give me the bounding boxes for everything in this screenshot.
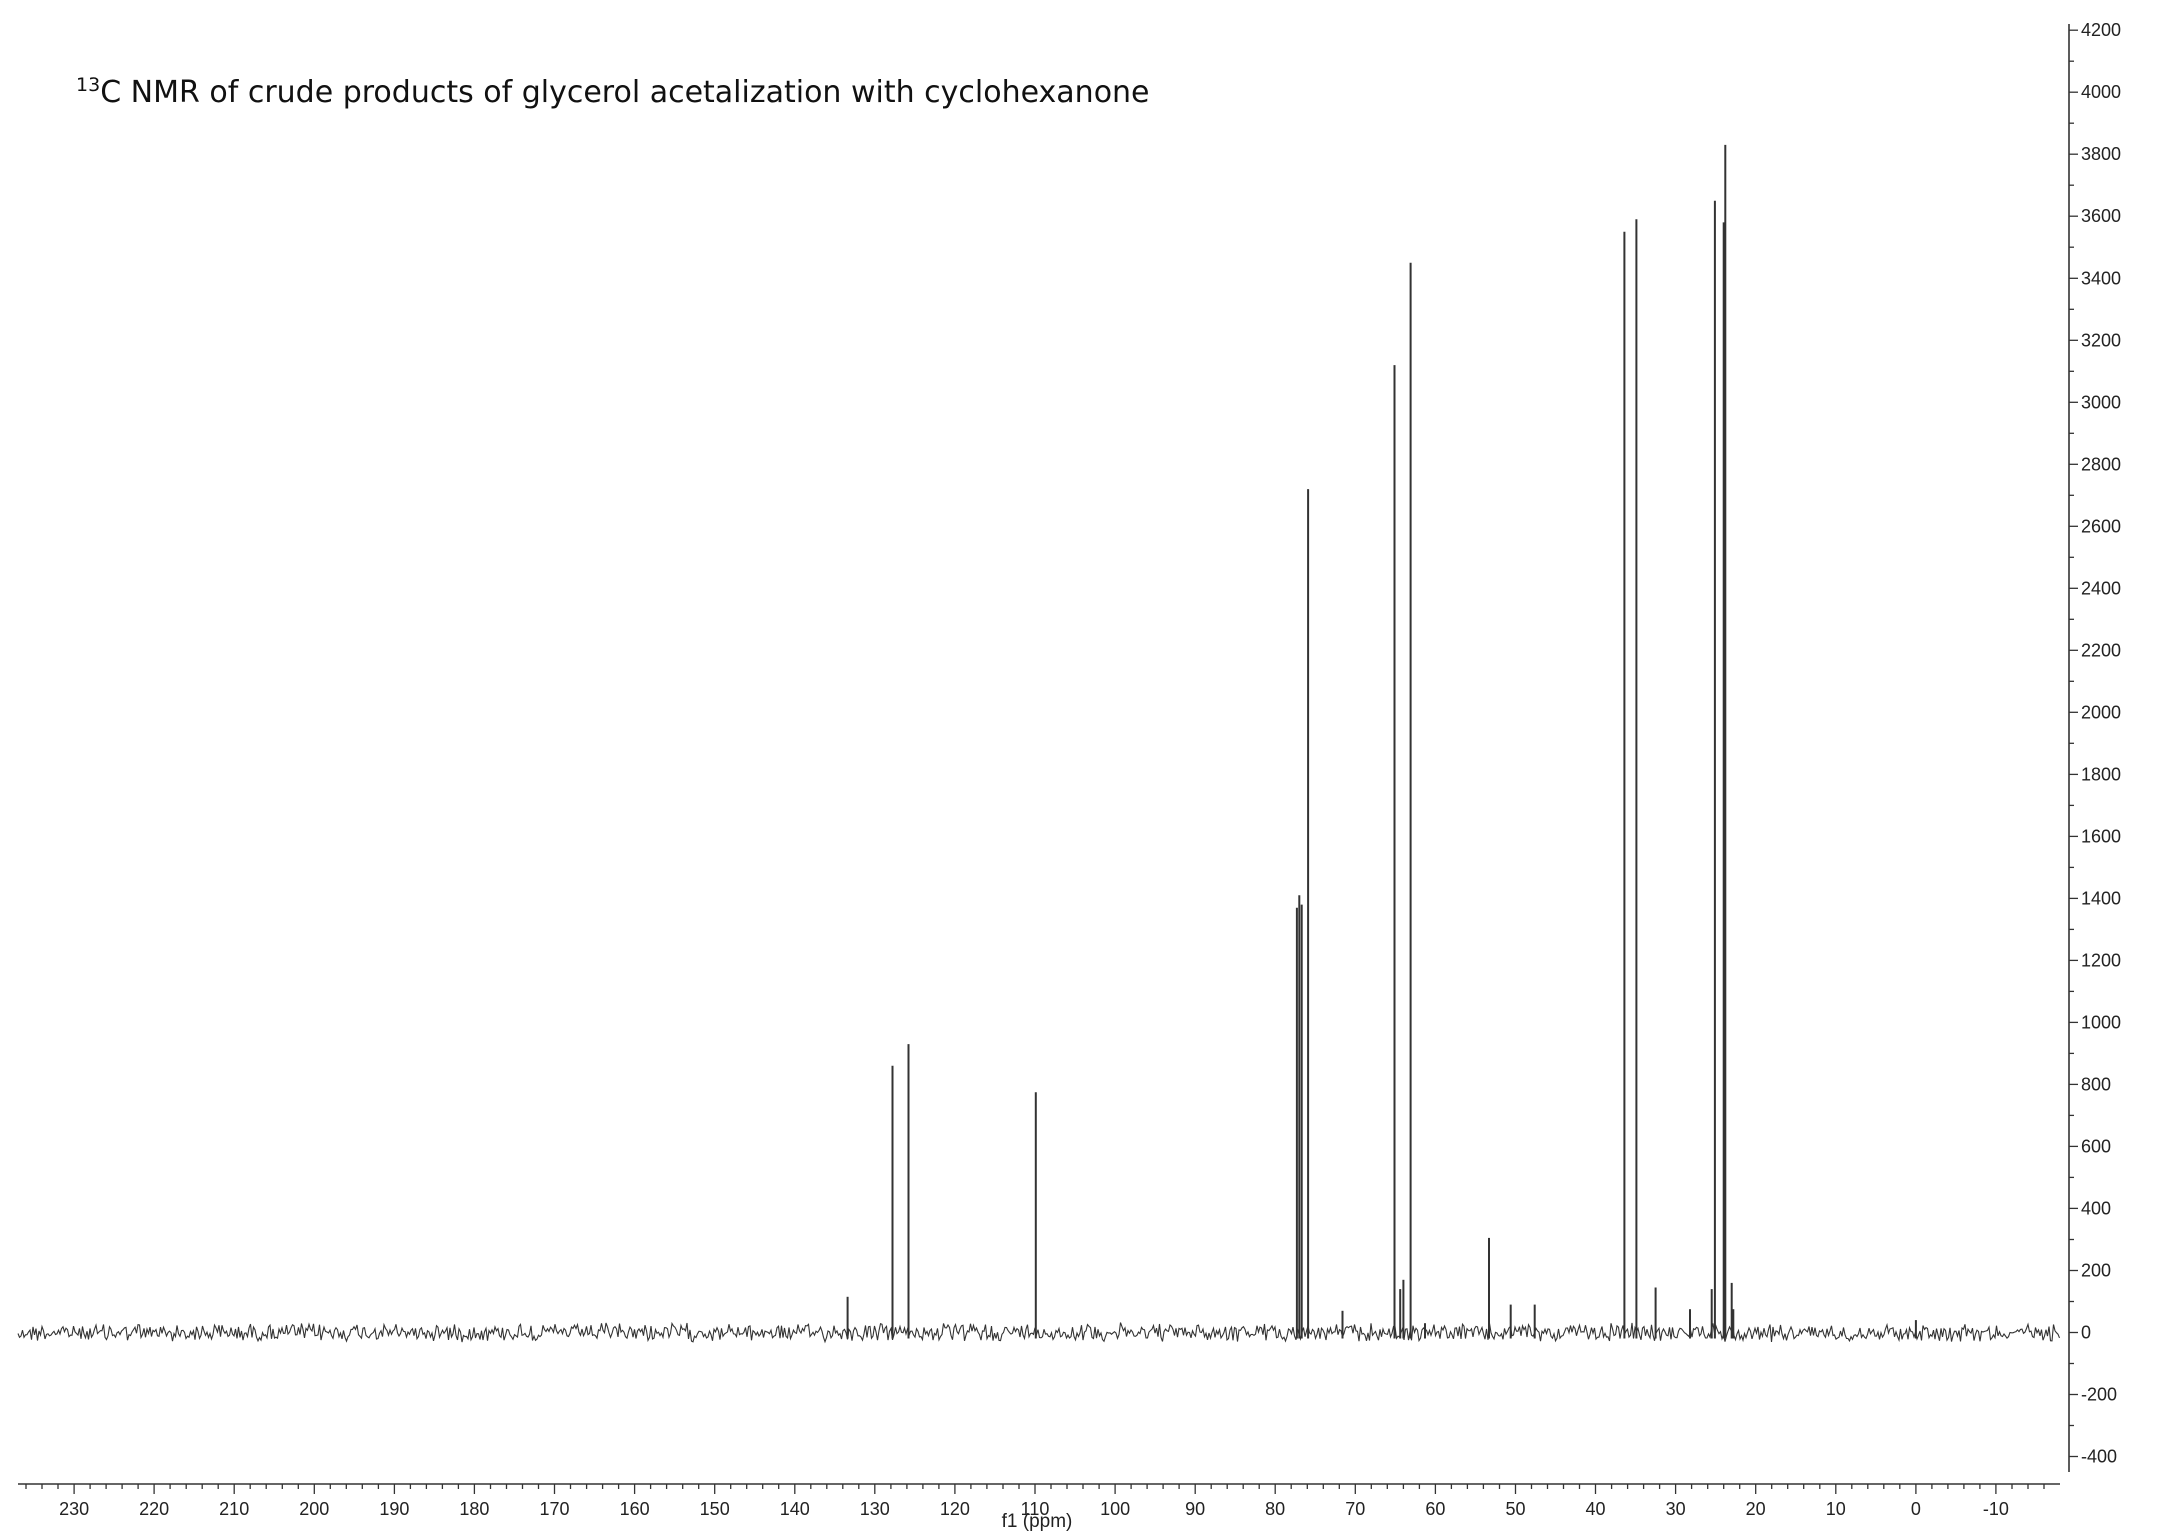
y-tick-label: 1000 [2081, 1012, 2121, 1032]
y-tick-label: -400 [2081, 1447, 2117, 1467]
y-tick-label: 3600 [2081, 206, 2121, 226]
y-tick-label: 1400 [2081, 888, 2121, 908]
x-tick-label: 180 [459, 1499, 489, 1519]
y-tick-label: -200 [2081, 1385, 2117, 1405]
y-tick-label: 2200 [2081, 640, 2121, 660]
x-tick-label: 40 [1585, 1499, 1605, 1519]
y-tick-label: 3400 [2081, 268, 2121, 288]
y-tick-label: 3000 [2081, 392, 2121, 412]
x-tick-label: 90 [1185, 1499, 1205, 1519]
x-tick-label: 20 [1746, 1499, 1766, 1519]
peaks-layer [846, 144, 1917, 1339]
x-tick-label: 110 [1021, 1499, 1050, 1519]
chart-title: 13C NMR of crude products of glycerol ac… [76, 74, 1150, 110]
y-tick-label: 0 [2081, 1323, 2091, 1343]
y-tick-label: 400 [2081, 1198, 2111, 1218]
y-tick-label: 1800 [2081, 764, 2121, 784]
x-tick-label: 170 [539, 1499, 569, 1519]
x-axis-label: f1 (ppm) [1002, 1511, 1073, 1531]
x-tick-label: 140 [780, 1499, 810, 1519]
y-tick-label: 200 [2081, 1261, 2111, 1281]
x-tick-label: 10 [1826, 1499, 1846, 1519]
x-tick-label: 220 [139, 1499, 169, 1519]
y-tick-label: 1200 [2081, 950, 2121, 970]
x-tick-label: 150 [700, 1499, 730, 1519]
x-axis-ticks: 230 220 210 200 190 180 170 160 150 140 130 120 110 1… [25, 1484, 2045, 1519]
y-tick-label: 2000 [2081, 702, 2121, 722]
y-tick-label: 1600 [2081, 826, 2121, 846]
x-tick-label: 200 [299, 1499, 329, 1519]
x-tick-label: 190 [379, 1499, 409, 1519]
spectrum-baseline [17, 1321, 2061, 1344]
y-tick-label: 4000 [2081, 82, 2121, 102]
x-tick-label: 100 [1100, 1499, 1130, 1519]
y-tick-label: 3800 [2081, 144, 2121, 164]
y-tick-label: 600 [2081, 1136, 2111, 1156]
x-tick-label: 230 [59, 1499, 89, 1519]
x-tick-label: 80 [1265, 1499, 1285, 1519]
y-tick-label: 2400 [2081, 578, 2121, 598]
title-superscript: 13 [76, 74, 100, 96]
y-tick-label: 3200 [2081, 330, 2121, 350]
x-tick-label: 70 [1345, 1499, 1365, 1519]
x-tick-label: 60 [1425, 1499, 1445, 1519]
y-axis-ticks: -400 -200 0 200 400 600 800 1000 1200 1400 1600 180… [2069, 20, 2121, 1467]
x-tick-label: 130 [860, 1499, 890, 1519]
y-tick-label: 800 [2081, 1074, 2111, 1094]
x-tick-label: 50 [1505, 1499, 1525, 1519]
x-tick-label: 30 [1666, 1499, 1686, 1519]
x-tick-label: 160 [620, 1499, 650, 1519]
spectrum-layer [17, 1321, 2061, 1344]
y-tick-label: 2800 [2081, 454, 2121, 474]
x-tick-label: 210 [219, 1499, 249, 1519]
y-tick-label: 4200 [2081, 20, 2121, 40]
y-tick-label: 2600 [2081, 516, 2121, 536]
x-tick-label: 120 [940, 1499, 970, 1519]
title-main: C NMR of crude products of glycerol acet… [100, 75, 1149, 110]
x-tick-label: 0 [1911, 1499, 1921, 1519]
x-tick-label: -10 [1983, 1499, 2009, 1519]
